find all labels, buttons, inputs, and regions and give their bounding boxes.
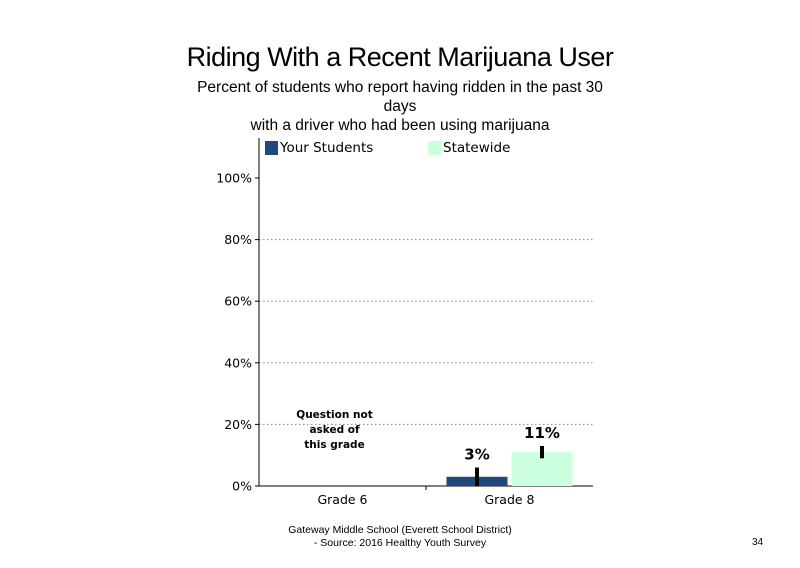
subtitle-line: days [383,98,417,115]
y-tick-label: 100% [216,171,252,186]
y-tick-label: 40% [224,355,252,370]
subtitle-line: with a driver who had been using marijua… [250,117,550,134]
footer-line: Gateway Middle School (Everett School Di… [288,524,512,536]
page-number: 34 [752,537,764,548]
footer-source: Gateway Middle School (Everett School Di… [255,524,545,550]
footer-line: - Source: 2016 Healthy Youth Survey [313,537,487,549]
legend-label-statewide: Statewide [443,140,511,156]
subtitle-line: Percent of students who report having ri… [197,79,603,96]
y-tick-label: 60% [224,294,252,309]
y-tick-label: 0% [232,479,252,494]
legend-swatch-your-students [265,141,278,155]
x-tick-label: Grade 8 [484,492,534,507]
data-label: 11% [524,424,560,442]
annotation-text: Question not [296,409,372,421]
x-tick-label: Grade 6 [317,492,367,507]
annotation-text: asked of [309,424,360,436]
data-label: 3% [464,446,489,464]
annotation-text: this grade [304,439,364,451]
y-tick-label: 80% [224,232,252,247]
chart-subtitle: Percent of students who report having ri… [175,78,625,135]
y-tick-label: 20% [224,417,252,432]
chart-title: Riding With a Recent Marijuana User [186,42,614,72]
legend-swatch-statewide [428,141,441,155]
legend-label-your-students: Your Students [280,140,374,156]
